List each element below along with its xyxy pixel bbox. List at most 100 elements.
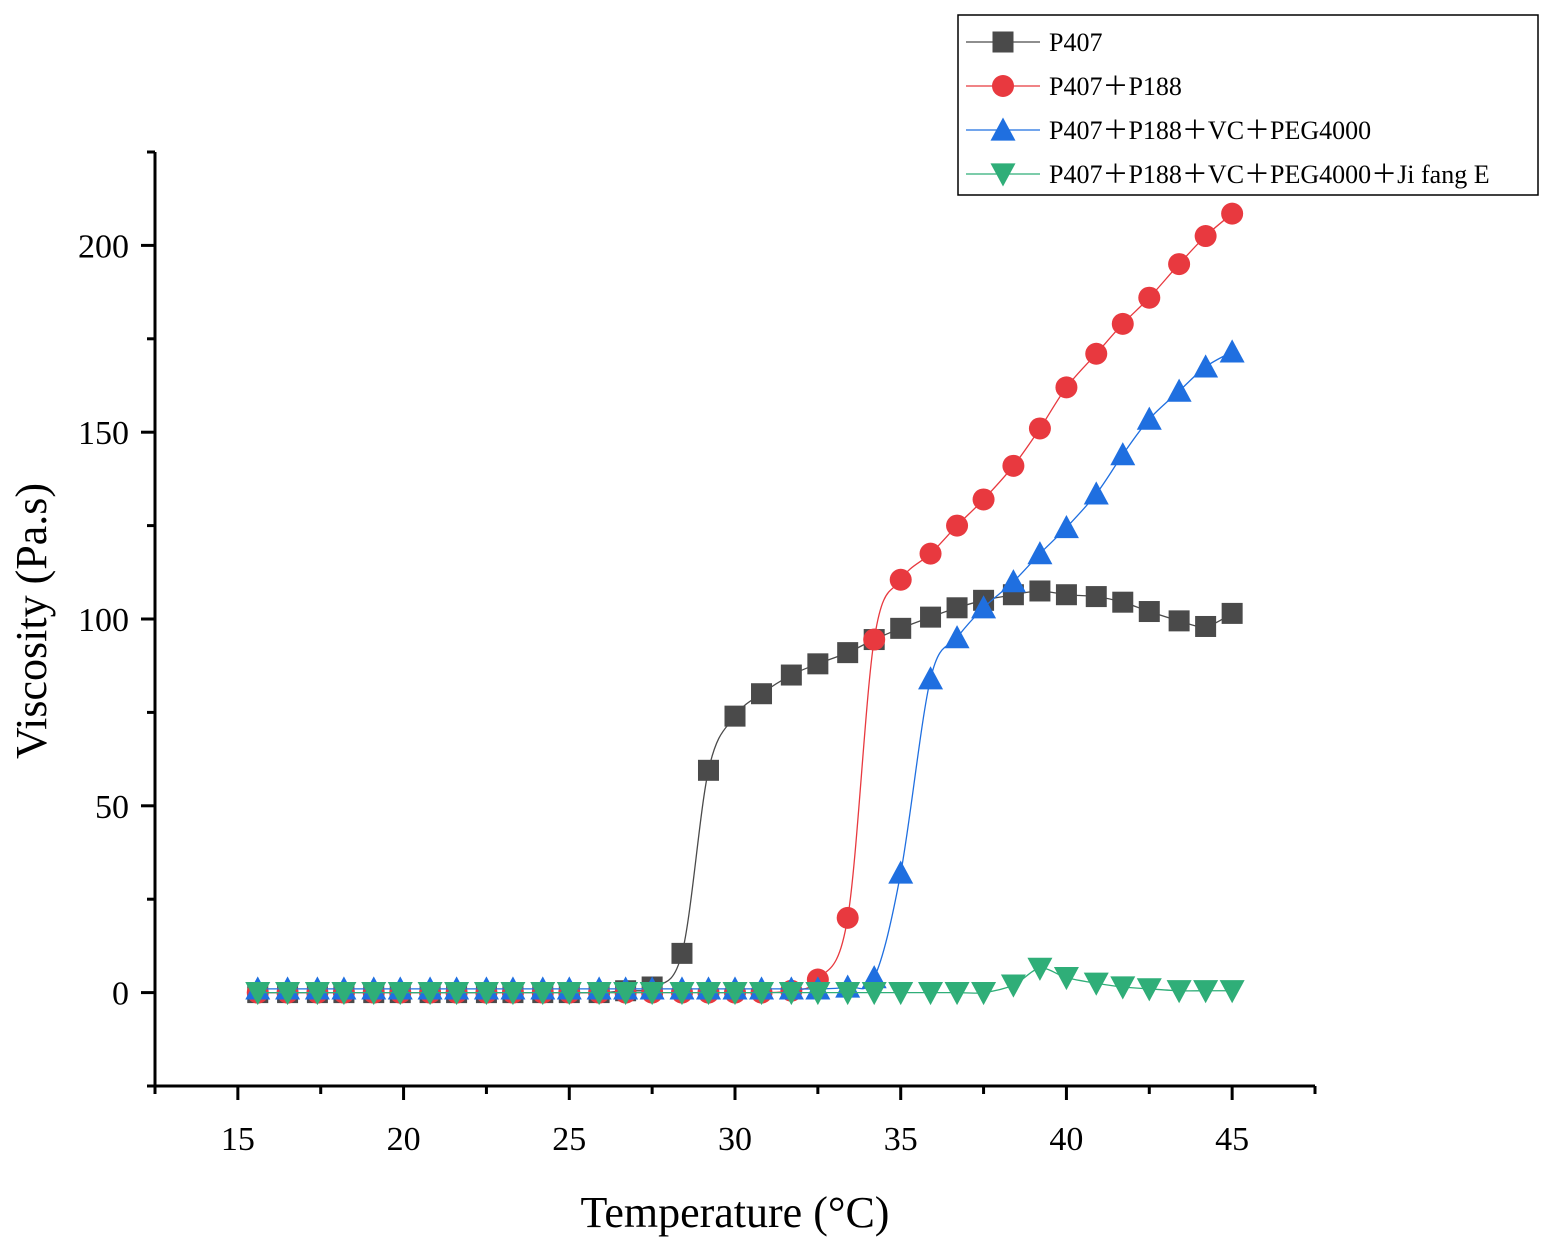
data-point	[780, 664, 802, 686]
data-point	[888, 981, 914, 1006]
data-point	[778, 981, 804, 1006]
legend-item: P407＋P188＋VC＋PEG4000＋Ji fang E	[966, 160, 1490, 189]
legend-item: P407＋P188	[966, 72, 1182, 101]
data-point	[972, 488, 995, 511]
data-point	[1027, 957, 1053, 981]
series-3	[245, 339, 1245, 1000]
y-tick-label: 150	[78, 415, 129, 452]
data-point	[751, 683, 773, 705]
legend-marker	[990, 163, 1016, 187]
y-axis-title: Viscosity (Pa.s)	[7, 483, 56, 759]
data-point	[1193, 354, 1219, 378]
data-point	[1111, 312, 1134, 335]
x-tick-label: 20	[387, 1121, 421, 1158]
data-point	[888, 860, 914, 884]
data-point	[1085, 342, 1108, 365]
data-point	[944, 981, 970, 1006]
legend-label: P407＋P188＋VC＋PEG4000＋Ji fang E	[1049, 160, 1490, 189]
data-point	[530, 981, 556, 1006]
data-point	[586, 981, 612, 1006]
y-tick-label: 200	[78, 228, 129, 265]
series-4	[245, 957, 1245, 1006]
data-point	[1136, 406, 1162, 430]
data-point	[1221, 602, 1243, 624]
legend-label: P407＋P188	[1049, 72, 1182, 101]
data-point	[1055, 584, 1077, 606]
data-point	[304, 981, 330, 1006]
data-point	[919, 542, 942, 565]
data-point	[695, 981, 721, 1006]
data-point	[1083, 481, 1109, 505]
data-point	[1053, 967, 1079, 991]
series-line	[257, 351, 1233, 990]
data-point	[1195, 615, 1217, 637]
data-point	[1000, 569, 1026, 593]
x-tick-label: 40	[1049, 1121, 1083, 1158]
legend-item: P407＋P188＋VC＋PEG4000	[966, 116, 1371, 145]
x-tick-label: 45	[1215, 1121, 1249, 1158]
data-point	[722, 981, 748, 1006]
data-point	[387, 981, 413, 1006]
y-tick-label: 0	[112, 976, 129, 1013]
data-point	[749, 981, 775, 1006]
data-point	[889, 568, 912, 591]
data-point	[863, 628, 886, 651]
data-point	[1168, 253, 1191, 276]
data-point	[807, 653, 829, 675]
data-point	[918, 666, 944, 690]
x-tick-label: 25	[552, 1121, 586, 1158]
legend-marker	[992, 75, 1014, 97]
data-point	[890, 617, 912, 639]
data-point	[1027, 541, 1053, 565]
data-point	[1138, 286, 1161, 309]
data-point	[946, 597, 968, 619]
legend-item: P407	[966, 28, 1102, 57]
data-point	[1112, 591, 1134, 613]
data-point	[1219, 980, 1245, 1004]
data-point	[918, 981, 944, 1006]
series-line	[257, 590, 1233, 994]
legend-label: P407	[1049, 28, 1102, 57]
data-point	[275, 981, 301, 1006]
data-point	[1219, 339, 1245, 363]
y-tick-label: 100	[78, 602, 129, 639]
legend-items: P407 P407＋P188 P407＋P188＋VC＋PEG4000 P407＋P1…	[966, 28, 1490, 189]
data-point	[971, 981, 997, 1006]
x-tick-label: 35	[884, 1121, 918, 1158]
data-point	[361, 981, 387, 1006]
data-point	[971, 595, 997, 619]
data-point	[331, 981, 357, 1006]
legend-marker	[992, 31, 1014, 53]
data-point	[1194, 225, 1217, 248]
data-point	[1029, 580, 1051, 602]
data-point	[697, 759, 719, 781]
x-axis-title: Temperature (°C)	[581, 1188, 890, 1237]
data-point	[835, 981, 861, 1006]
data-point	[1136, 978, 1162, 1002]
legend-box	[957, 14, 1539, 196]
data-point	[1110, 976, 1136, 1000]
data-point	[805, 981, 831, 1006]
data-point	[1053, 514, 1079, 539]
data-point	[1028, 417, 1051, 440]
data-point	[1168, 610, 1190, 632]
ticks-layer: 15 20 25 30 35 40 45 0 50 100 150 200	[78, 150, 1317, 1158]
legend-marker	[990, 117, 1016, 141]
data-point	[920, 606, 942, 628]
data-point	[417, 981, 443, 1006]
legend-label: P407＋P188＋VC＋PEG4000	[1049, 116, 1371, 145]
legend: P407 P407＋P188 P407＋P188＋VC＋PEG4000 P407＋P1…	[957, 14, 1539, 196]
data-point	[1002, 454, 1025, 477]
data-point	[1193, 980, 1219, 1004]
data-point	[837, 642, 859, 664]
y-tick-label: 50	[95, 789, 129, 826]
data-point	[473, 981, 499, 1006]
data-point	[671, 942, 693, 964]
data-point	[500, 981, 526, 1006]
data-point	[1166, 378, 1192, 402]
data-point	[1138, 601, 1160, 623]
data-point	[613, 981, 639, 1006]
x-tick-label: 15	[221, 1121, 255, 1158]
data-point	[1166, 980, 1192, 1004]
